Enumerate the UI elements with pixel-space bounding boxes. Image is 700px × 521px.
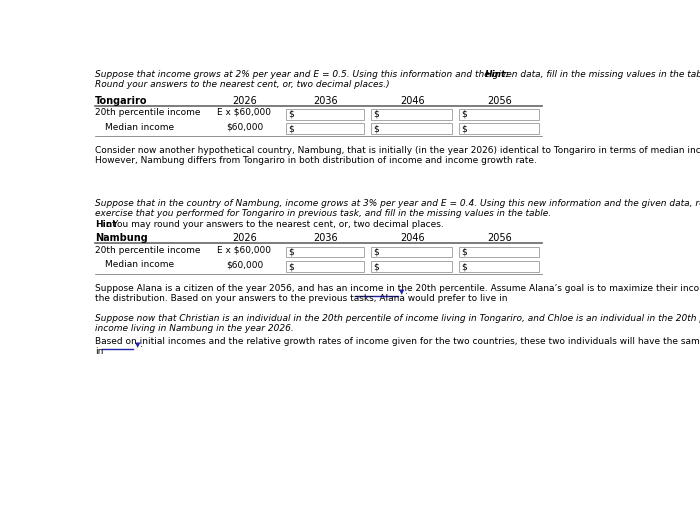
Text: Based on initial incomes and the relative growth rates of income given for the t: Based on initial incomes and the relativ… — [95, 338, 700, 346]
Text: .: . — [141, 340, 144, 350]
Text: income living in Nambung in the year 2026.: income living in Nambung in the year 202… — [95, 324, 294, 332]
Text: $: $ — [288, 124, 294, 133]
Text: the distribution. Based on your answers to the previous tasks, Alana would prefe: the distribution. Based on your answers … — [95, 294, 507, 303]
Text: 2046: 2046 — [400, 233, 424, 243]
Text: Hint: Hint — [95, 219, 117, 229]
FancyBboxPatch shape — [286, 261, 364, 272]
FancyBboxPatch shape — [286, 123, 364, 134]
FancyBboxPatch shape — [371, 246, 452, 257]
Text: $: $ — [374, 124, 379, 133]
Text: Hint:: Hint: — [485, 70, 510, 79]
Text: :: : — [107, 219, 111, 229]
Text: $: $ — [374, 109, 379, 119]
Text: You may round your answers to the nearest cent, or, two decimal places.: You may round your answers to the neares… — [111, 219, 444, 229]
Text: in: in — [95, 348, 104, 356]
Text: $: $ — [461, 262, 467, 271]
FancyBboxPatch shape — [371, 109, 452, 119]
Text: .: . — [405, 287, 407, 296]
Text: 20th percentile income: 20th percentile income — [95, 246, 201, 255]
Text: Suppose now that Christian is an individual in the 20th percentile of income liv: Suppose now that Christian is an individ… — [95, 314, 700, 322]
FancyBboxPatch shape — [458, 123, 539, 134]
FancyBboxPatch shape — [371, 261, 452, 272]
Text: $60,000: $60,000 — [226, 260, 263, 269]
Text: Suppose Alana is a citizen of the year 2056, and has an income in the 20th perce: Suppose Alana is a citizen of the year 2… — [95, 284, 700, 293]
Text: $60,000: $60,000 — [226, 122, 263, 132]
Text: ▼: ▼ — [399, 289, 405, 295]
Text: ▼: ▼ — [135, 342, 140, 348]
Text: 2036: 2036 — [314, 233, 338, 243]
Text: 2026: 2026 — [232, 233, 257, 243]
Text: $: $ — [288, 109, 294, 119]
Text: Suppose that in the country of Nambung, income grows at 3% per year and E = 0.4.: Suppose that in the country of Nambung, … — [95, 199, 700, 208]
Text: Tongariro: Tongariro — [95, 96, 148, 106]
FancyBboxPatch shape — [371, 123, 452, 134]
Text: 2056: 2056 — [487, 233, 512, 243]
Text: However, Nambung differs from Tongariro in both distribution of income and incom: However, Nambung differs from Tongariro … — [95, 156, 537, 166]
FancyBboxPatch shape — [458, 109, 539, 119]
Text: $: $ — [374, 247, 379, 256]
FancyBboxPatch shape — [458, 261, 539, 272]
Text: Median income: Median income — [104, 122, 174, 132]
Text: $: $ — [374, 262, 379, 271]
FancyBboxPatch shape — [286, 109, 364, 119]
Text: Nambung: Nambung — [95, 233, 148, 243]
Text: $: $ — [461, 109, 467, 119]
Text: Median income: Median income — [104, 260, 174, 269]
Text: 20th percentile income: 20th percentile income — [95, 108, 201, 117]
Text: Round your answers to the nearest cent, or, two decimal places.): Round your answers to the nearest cent, … — [95, 80, 390, 89]
FancyBboxPatch shape — [286, 246, 364, 257]
Text: E x $60,000: E x $60,000 — [218, 246, 272, 255]
Text: $: $ — [288, 247, 294, 256]
Text: Suppose that income grows at 2% per year and E = 0.5. Using this information and: Suppose that income grows at 2% per year… — [95, 70, 700, 79]
Text: Consider now another hypothetical country, Nambung, that is initially (in the ye: Consider now another hypothetical countr… — [95, 146, 700, 155]
Text: 2036: 2036 — [314, 96, 338, 106]
Text: $: $ — [461, 247, 467, 256]
Text: exercise that you performed for Tongariro in previous task, and fill in the miss: exercise that you performed for Tongarir… — [95, 209, 552, 218]
Text: 2056: 2056 — [487, 96, 512, 106]
Text: $: $ — [461, 124, 467, 133]
Text: E x $60,000: E x $60,000 — [218, 108, 272, 117]
FancyBboxPatch shape — [458, 246, 539, 257]
Text: 2046: 2046 — [400, 96, 424, 106]
Text: $: $ — [288, 262, 294, 271]
Text: 2026: 2026 — [232, 96, 257, 106]
